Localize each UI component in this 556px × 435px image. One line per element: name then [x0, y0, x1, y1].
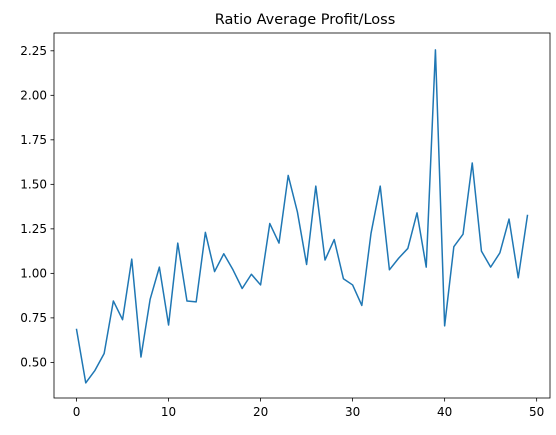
y-tick-label: 0.50 — [20, 356, 47, 370]
y-tick-label: 2.25 — [20, 44, 47, 58]
axes: 0 10 20 30 40 50 0.50 0.75 1.00 1.25 1.50 1.75 2.00 2… — [20, 32, 551, 419]
y-tick-label: 1.50 — [20, 178, 47, 192]
plot-area — [75, 49, 529, 384]
y-tick-label: 1.75 — [20, 133, 47, 147]
axes-frame — [53, 32, 551, 399]
chart-title: Ratio Average Profit/Loss — [215, 12, 396, 28]
y-tick-label: 0.75 — [20, 311, 47, 325]
x-tick-label: 30 — [345, 405, 360, 419]
y-tick-label: 1.00 — [20, 267, 47, 281]
x-tick-label: 50 — [529, 405, 544, 419]
y-tick-label: 2.00 — [20, 89, 47, 103]
x-tick-label: 0 — [73, 405, 81, 419]
series-line — [75, 49, 529, 384]
x-tick-label: 10 — [161, 405, 176, 419]
x-tick-label: 20 — [253, 405, 268, 419]
x-tick-label: 40 — [437, 405, 452, 419]
y-tick-label: 1.25 — [20, 222, 47, 236]
